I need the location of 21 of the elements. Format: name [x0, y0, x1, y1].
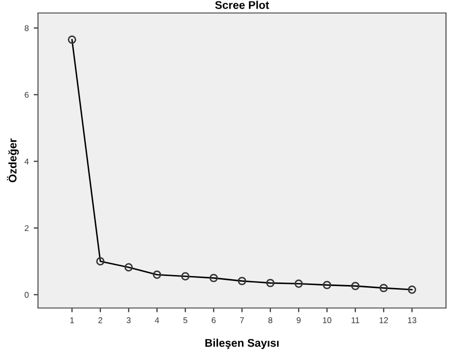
x-tick-label: 11	[352, 317, 360, 324]
x-tick-label: 2	[98, 317, 102, 324]
x-tick-label: 12	[380, 317, 388, 324]
x-tick-label: 5	[183, 317, 188, 324]
x-tick-label: 4	[154, 317, 160, 324]
x-tick-label: 10	[323, 317, 332, 324]
x-tick-label: 8	[268, 317, 272, 324]
y-tick-label: 6	[24, 92, 29, 98]
y-tick-label: 0	[24, 292, 29, 298]
x-tick-label: 1	[70, 317, 74, 324]
y-tick-label: 8	[24, 25, 29, 32]
x-tick-label: 3	[126, 317, 131, 324]
x-tick-label: 7	[240, 317, 244, 324]
x-tick-label: 6	[212, 317, 216, 324]
x-tick-label: 9	[296, 317, 301, 324]
chart-title: Scree Plot	[215, 0, 270, 9]
y-axis-title: Özdeğer	[6, 138, 19, 182]
x-tick-label: 13	[408, 317, 416, 324]
x-axis-title: Bileşen Sayısı	[205, 338, 279, 350]
y-tick-label: 4	[24, 158, 29, 164]
y-tick-label: 2	[24, 225, 29, 232]
